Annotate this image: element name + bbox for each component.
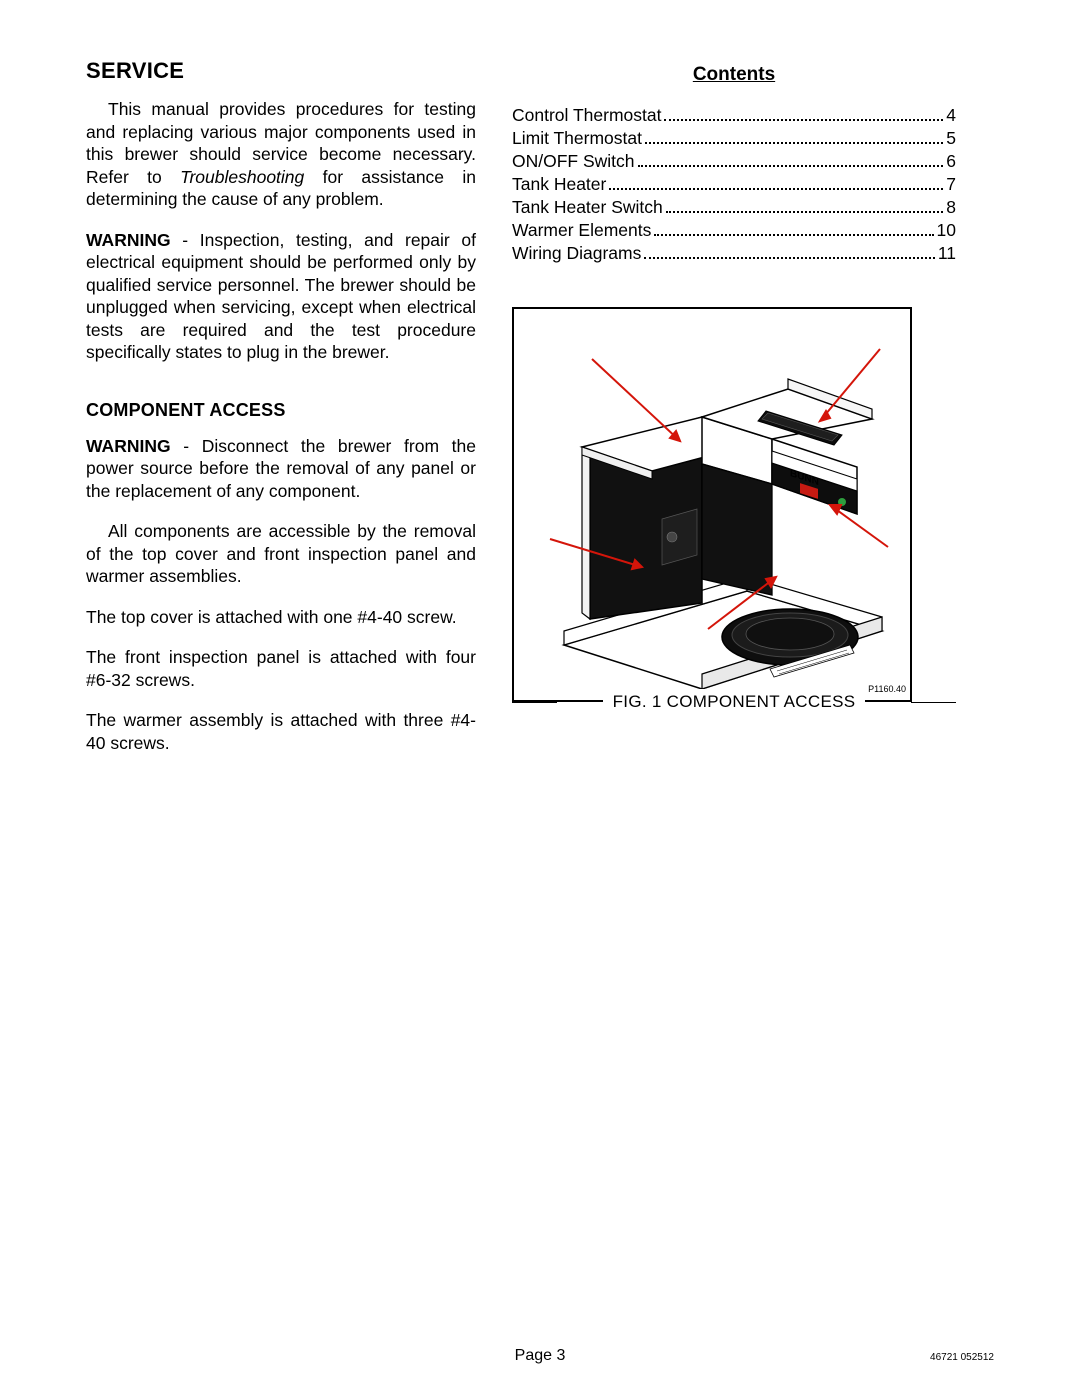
toc-leader-dots (654, 234, 933, 236)
service-heading: SERVICE (86, 58, 476, 84)
intro-italic: Troubleshooting (180, 167, 304, 187)
toc-leader-dots (638, 165, 944, 167)
toc-row: Warmer Elements 10 (512, 219, 956, 242)
caption-rule-left (512, 702, 557, 703)
toc-label: Tank Heater Switch (512, 196, 663, 219)
toc-page-number: 11 (938, 242, 956, 265)
service-intro-paragraph: This manual provides procedures for test… (86, 98, 476, 211)
access-p2: The top cover is attached with one #4-40… (86, 606, 476, 629)
access-p1: All components are accessible by the rem… (86, 520, 476, 588)
toc-label: Limit Thermostat (512, 127, 642, 150)
brewer-illustration: BUNN (532, 319, 897, 689)
right-column: Contents Control Thermostat 4 Limit Ther… (512, 58, 956, 772)
toc-row: Tank Heater 7 (512, 173, 956, 196)
access-p3: The front inspection panel is attached w… (86, 646, 476, 691)
toc-page-number: 4 (946, 104, 956, 127)
toc-page-number: 7 (946, 173, 956, 196)
toc-row: Wiring Diagrams 11 (512, 242, 956, 265)
warning-1-paragraph: WARNING - Inspection, testing, and repai… (86, 229, 476, 364)
toc-leader-dots (645, 142, 943, 144)
toc-row: Limit Thermostat 5 (512, 127, 956, 150)
warning-2-label: WARNING (86, 436, 171, 456)
toc-leader-dots (666, 211, 944, 213)
figure-caption: FIG. 1 COMPONENT ACCESS (603, 692, 866, 711)
toc-label: Wiring Diagrams (512, 242, 641, 265)
component-access-heading: COMPONENT ACCESS (86, 400, 476, 421)
toc-row: Control Thermostat 4 (512, 104, 956, 127)
two-column-layout: SERVICE This manual provides procedures … (86, 58, 994, 772)
figure-caption-wrap: FIG. 1 COMPONENT ACCESS (512, 692, 956, 712)
toc-page-number: 6 (946, 150, 956, 173)
warning-1-label: WARNING (86, 230, 171, 250)
toc-row: Tank Heater Switch 8 (512, 196, 956, 219)
toc-label: ON/OFF Switch (512, 150, 635, 173)
page: SERVICE This manual provides procedures … (0, 0, 1080, 1397)
left-column: SERVICE This manual provides procedures … (86, 58, 476, 772)
access-p4: The warmer assembly is attached with thr… (86, 709, 476, 754)
contents-heading: Contents (512, 64, 956, 86)
caption-rule-right (911, 702, 956, 703)
toc-label: Warmer Elements (512, 219, 651, 242)
toc-label: Tank Heater (512, 173, 606, 196)
toc-page-number: 8 (946, 196, 956, 219)
toc-leader-dots (664, 119, 943, 121)
table-of-contents: Control Thermostat 4 Limit Thermostat 5 … (512, 104, 956, 265)
doc-code: 46721 052512 (930, 1352, 994, 1363)
warning-2-paragraph: WARNING - Disconnect the brewer from the… (86, 435, 476, 503)
toc-row: ON/OFF Switch 6 (512, 150, 956, 173)
toc-leader-dots (609, 188, 943, 190)
toc-leader-dots (644, 257, 935, 259)
figure-1-box: BUNN (512, 307, 912, 702)
page-footer: Page 3 (0, 1347, 1080, 1365)
toc-page-number: 10 (937, 219, 956, 242)
toc-page-number: 5 (946, 127, 956, 150)
toc-label: Control Thermostat (512, 104, 661, 127)
